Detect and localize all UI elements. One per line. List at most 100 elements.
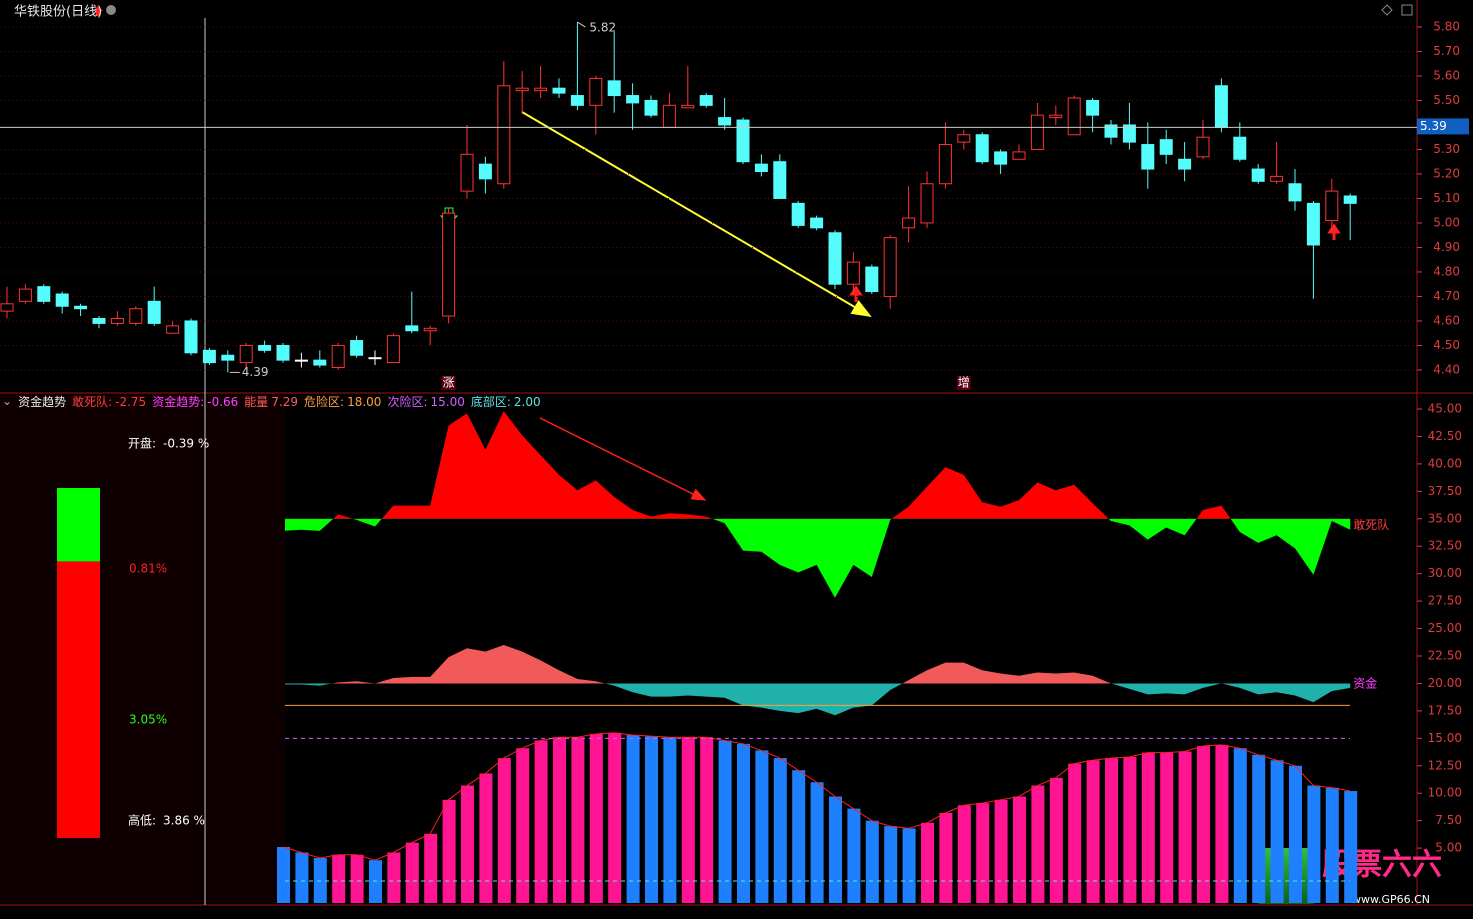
candle-body <box>589 77 603 106</box>
candle-body <box>166 325 180 334</box>
candle-body <box>110 318 124 324</box>
candle-body <box>221 354 235 361</box>
bar <box>1049 777 1063 903</box>
window-icon[interactable] <box>1381 4 1393 16</box>
readout-item: 能量 7.29 <box>244 393 298 410</box>
y-tick-label: 20.00 <box>1428 676 1462 690</box>
watermark-title: 股票六六 <box>1322 848 1442 883</box>
bar <box>902 828 916 903</box>
signal-marker: 涨 <box>443 375 455 390</box>
y-tick-label: 4.80 <box>1433 264 1460 278</box>
candle-body <box>313 359 327 366</box>
collapse-icon[interactable]: ⌄ <box>2 394 13 408</box>
title-icon <box>106 5 116 15</box>
bar <box>1252 754 1266 903</box>
bar <box>295 852 309 903</box>
candle-body <box>0 303 14 312</box>
side-panel-bg <box>0 394 285 905</box>
candle-body <box>1141 144 1155 170</box>
readout-item: 底部区: 2.00 <box>471 393 541 410</box>
caption: 高低: <box>128 813 156 828</box>
y-tick-label: 5.20 <box>1433 166 1460 180</box>
bar <box>645 736 658 903</box>
candle-body <box>607 80 621 97</box>
bar <box>792 770 806 903</box>
candle-body <box>1251 168 1265 182</box>
candle-body <box>350 340 364 356</box>
candle-body <box>478 163 492 180</box>
candle-body <box>1178 158 1192 170</box>
candle-body <box>1233 136 1247 160</box>
bar <box>1123 756 1137 903</box>
bar <box>1344 791 1358 903</box>
bar <box>350 854 364 903</box>
trend-arrow <box>521 111 872 318</box>
y-tick-label: 5.50 <box>1433 93 1460 107</box>
low-label: 4.39 <box>242 365 269 379</box>
bar <box>589 733 603 903</box>
bar <box>1270 760 1284 903</box>
readout-value: 7.29 <box>271 394 299 409</box>
area <box>285 518 1351 598</box>
readout-value: 15.00 <box>430 394 465 409</box>
bar <box>976 803 990 903</box>
candle-body <box>147 300 161 324</box>
candle-body <box>37 286 51 302</box>
bar <box>608 732 622 903</box>
candle-body <box>239 344 253 364</box>
window-icon[interactable] <box>1401 4 1413 16</box>
candle-body <box>1196 136 1210 158</box>
candle-body <box>405 325 419 332</box>
y-tick-label: 4.90 <box>1433 240 1460 254</box>
bar <box>1068 763 1082 903</box>
bar <box>1215 744 1229 903</box>
candle-body <box>18 288 32 302</box>
candle-body <box>736 119 750 163</box>
bar <box>626 735 640 903</box>
readout-value: 2.00 <box>513 394 541 409</box>
candle-body <box>1122 124 1136 143</box>
signal-arrow <box>849 285 863 302</box>
candle-body <box>718 117 732 126</box>
candle-body <box>994 151 1008 165</box>
candle-body <box>1012 151 1026 160</box>
bar <box>1013 796 1026 903</box>
area <box>332 645 1111 684</box>
candle-body <box>828 232 842 285</box>
candle-body <box>184 320 198 354</box>
y-tick-label: 30.00 <box>1428 566 1462 580</box>
y-tick-label: 37.50 <box>1428 484 1462 498</box>
ratio-bar <box>57 488 100 562</box>
candle-body <box>644 99 658 116</box>
readout-value: 18.00 <box>347 394 382 409</box>
y-tick-label: 5.30 <box>1433 142 1460 156</box>
bar <box>1325 787 1339 903</box>
bar <box>1160 752 1174 903</box>
y-tick-label: 7.50 <box>1435 813 1462 827</box>
bar <box>755 750 769 903</box>
bar <box>700 737 714 903</box>
bar <box>571 737 585 903</box>
bar <box>1086 760 1100 903</box>
series-label: 敢死队 <box>1353 517 1389 532</box>
high-pointer <box>577 21 586 28</box>
y-tick-label: 40.00 <box>1428 456 1462 470</box>
bar <box>461 785 474 903</box>
bar <box>865 820 879 903</box>
high-label: 5.82 <box>589 21 616 35</box>
candle-body <box>865 266 879 293</box>
value: 0.81% <box>129 562 167 576</box>
y-tick-label: 27.50 <box>1428 594 1462 608</box>
candle-body <box>1325 190 1339 222</box>
candle-body <box>497 85 511 185</box>
bar <box>1105 758 1118 903</box>
candle-body <box>552 87 566 94</box>
bar <box>516 748 530 903</box>
ratio-bar <box>57 561 100 838</box>
candle-body <box>773 161 787 199</box>
candle-body <box>442 212 456 317</box>
candle-body <box>938 144 952 185</box>
bar <box>442 799 456 903</box>
y-tick-label: 5.60 <box>1433 68 1460 82</box>
